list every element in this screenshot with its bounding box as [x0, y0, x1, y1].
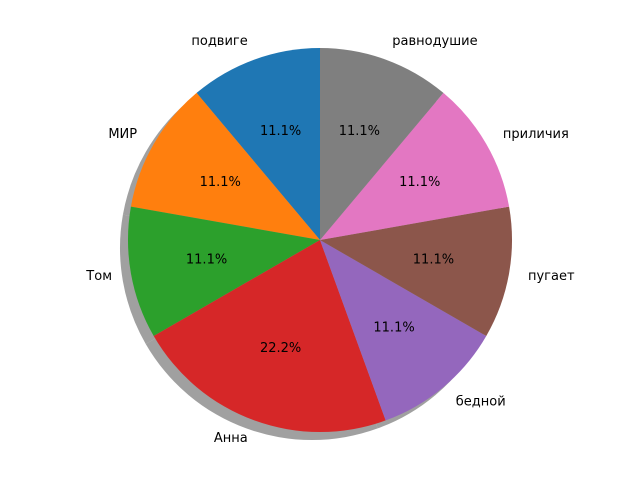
slice-7-category-label: приличия [503, 127, 569, 142]
slice-6-percent-label: 11.1% [413, 253, 454, 268]
slice-2-percent-label: 11.1% [200, 175, 241, 190]
pie-slices [128, 48, 512, 433]
slice-4-wedge [153, 240, 386, 433]
slice-7-percent-label: 11.1% [399, 175, 440, 190]
slice-2-wedge [130, 92, 320, 240]
slice-1-wedge [196, 48, 320, 240]
slice-4-percent-label: 22.2% [260, 341, 301, 356]
slice-5-percent-label: 11.1% [373, 321, 414, 336]
slice-6-category-label: пугает [528, 269, 575, 284]
slice-1-category-label: подвиге [191, 34, 247, 49]
slice-5-category-label: бедной [456, 394, 506, 409]
slice-3-percent-label: 11.1% [186, 253, 227, 268]
slice-6-wedge [320, 206, 512, 336]
slice-8-percent-label: 11.1% [339, 124, 380, 139]
slice-5-wedge [320, 240, 487, 421]
slice-8-category-label: равнодушие [392, 34, 477, 49]
pie-labels: подвиге 11.1% МИР 11.1% Том 11.1% Анна 22.2% бед… [85, 34, 575, 446]
slice-3-category-label: Том [85, 269, 112, 284]
slice-4-category-label: Анна [214, 431, 248, 446]
slice-3-wedge [128, 206, 320, 336]
slice-1-percent-label: 11.1% [260, 124, 301, 139]
slice-2-category-label: МИР [108, 127, 137, 142]
slice-8-wedge [320, 48, 444, 240]
slice-7-wedge [320, 92, 510, 240]
